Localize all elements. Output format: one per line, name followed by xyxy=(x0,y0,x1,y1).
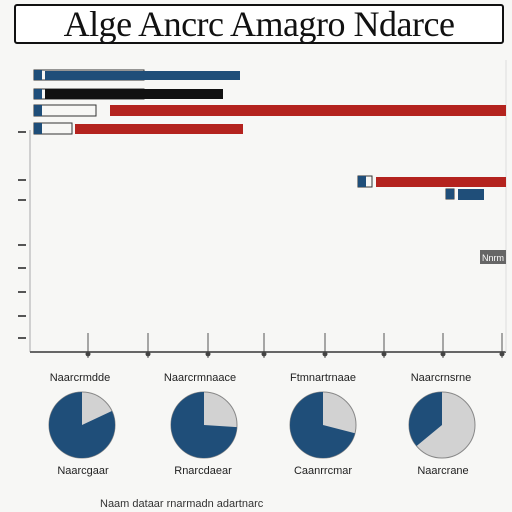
pie-caption-1: Naarcgaar xyxy=(57,465,109,477)
bar-4 xyxy=(75,124,243,134)
pie-2 xyxy=(170,391,238,459)
pie-3 xyxy=(289,391,357,459)
bar-label-marker-4 xyxy=(34,123,42,134)
x-tick-dot-4 xyxy=(261,351,267,357)
chart-title: Alge Ancrc Amagro Ndarce xyxy=(63,4,455,44)
pie-slice-blue-4 xyxy=(408,392,442,447)
pie-slice-blue-2 xyxy=(171,392,237,458)
pie-caption-2: Rnarcdaear xyxy=(174,465,232,477)
pie-title-1: Naarcrmdde xyxy=(49,372,111,384)
x-tick-dot-1 xyxy=(85,351,91,357)
x-tick-dot-6 xyxy=(381,351,387,357)
x-tick-dot-8 xyxy=(499,351,505,357)
x-tick-dot-2 xyxy=(145,351,151,357)
bar-1 xyxy=(45,71,240,80)
x-tick-dot-7 xyxy=(440,351,446,357)
bar-5 xyxy=(376,177,506,187)
pie-slice-blue-3 xyxy=(290,392,355,458)
pie-caption-4: Naarcrane xyxy=(417,465,469,477)
footnote: Naam dataar rnarmadn adartnarc xyxy=(100,498,264,510)
legend-swatch xyxy=(480,250,506,264)
pie-caption-3: Caanrrcmar xyxy=(293,465,353,477)
pie-title-4: Naarcrnsrne xyxy=(410,372,472,384)
pie-title-3: Ftmnartrnaae xyxy=(289,372,357,384)
bar-label-marker-2 xyxy=(34,89,42,99)
bar-6 xyxy=(458,189,484,200)
pie-slice-blue-1 xyxy=(48,392,115,458)
pie-title-2: Naarcrmnaace xyxy=(163,372,237,384)
pie-1 xyxy=(48,391,116,459)
bar-label-marker-6 xyxy=(446,189,454,199)
bar-label-marker-5 xyxy=(358,176,366,187)
legend-label: Nnrm xyxy=(482,253,504,263)
bar-label-3 xyxy=(33,104,97,117)
x-tick-dot-3 xyxy=(205,351,211,357)
bar-label-marker-1 xyxy=(34,70,42,80)
chart-title-box: Alge Ancrc Amagro Ndarce xyxy=(14,4,504,44)
bar-2 xyxy=(45,89,223,99)
pie-4 xyxy=(408,391,476,459)
bar-3 xyxy=(110,105,506,116)
bar-label-marker-3 xyxy=(34,105,42,116)
x-tick-dot-5 xyxy=(322,351,328,357)
